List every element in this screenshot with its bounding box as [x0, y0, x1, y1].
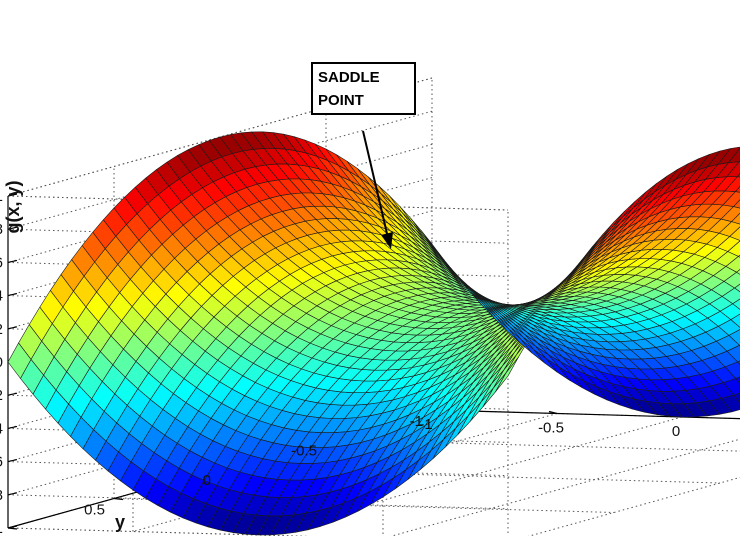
surface-patch — [737, 173, 740, 178]
z-tick-mark — [7, 193, 18, 197]
z-tick-mark — [7, 392, 18, 396]
y-tick-mark — [7, 527, 18, 530]
surface-patch — [728, 147, 740, 163]
grid-line — [7, 110, 433, 230]
z-tick-label: 0.2 — [0, 321, 3, 338]
grid-line — [390, 438, 740, 536]
surface-patch — [732, 298, 740, 310]
z-tick-mark — [7, 259, 18, 263]
x-tick-mark — [548, 410, 558, 415]
y-tick-label: 0.5 — [84, 502, 105, 519]
grid-line — [257, 416, 683, 536]
z-tick-label: 0.4 — [0, 288, 3, 305]
tick-labels: 10.80.60.40.20-0.2-0.4-0.6-0.8-1-1-0.500… — [0, 188, 680, 536]
z-tick-mark — [7, 326, 18, 330]
y-axis-label: y — [115, 512, 125, 532]
z-tick-label: 0.8 — [0, 221, 3, 238]
z-tick-label: -0.2 — [0, 387, 3, 404]
z-tick-label: -1 — [0, 520, 3, 536]
z-tick-mark — [7, 425, 18, 429]
saddle-point-annotation: SADDLE POINT — [311, 62, 416, 249]
surface-patch — [731, 212, 740, 225]
surface-patch — [727, 240, 740, 257]
surface-patch — [736, 269, 740, 275]
y-tick-label: 0 — [203, 472, 211, 489]
x-tick-label: -0.5 — [538, 420, 564, 437]
surface-patch — [729, 226, 740, 241]
surface-patch — [735, 376, 740, 384]
z-tick-label: 0.6 — [0, 254, 3, 271]
grid-line — [527, 476, 740, 536]
z-tick-label: -0.4 — [0, 420, 3, 437]
z-axis-label: g(x, y) — [3, 180, 23, 233]
surface-mesh — [7, 131, 740, 536]
y-tick-mark — [113, 497, 124, 501]
annotation-arrow-shaft — [362, 130, 389, 239]
y-tick-label: -0.5 — [291, 443, 317, 460]
z-tick-mark — [7, 293, 18, 297]
annotation-line-2: POINT — [318, 92, 364, 109]
surface-patch — [737, 360, 740, 365]
z-tick-label: 0 — [0, 354, 3, 371]
annotation-arrow-head — [381, 232, 393, 249]
surface-patch — [734, 283, 740, 293]
annotation-box — [311, 62, 416, 115]
y-tick-label: -1 — [410, 413, 423, 430]
z-tick-mark — [7, 492, 18, 496]
x-tick-label: -1 — [419, 416, 432, 433]
grid-line — [132, 413, 558, 532]
surface-patch — [735, 186, 740, 193]
z-tick-label: 1 — [0, 188, 3, 205]
grid-line — [7, 143, 433, 263]
x-tick-label: 0 — [672, 423, 680, 440]
surface-patch — [733, 392, 740, 404]
z-tick-mark — [7, 226, 18, 230]
z-tick-label: -0.6 — [0, 454, 3, 471]
z-tick-label: -0.8 — [0, 487, 3, 504]
annotation-line-1: SADDLE — [318, 69, 380, 86]
surface-patch — [733, 199, 740, 209]
surface-patch — [728, 329, 740, 346]
z-tick-mark — [7, 459, 18, 463]
surface-patch — [730, 313, 740, 328]
